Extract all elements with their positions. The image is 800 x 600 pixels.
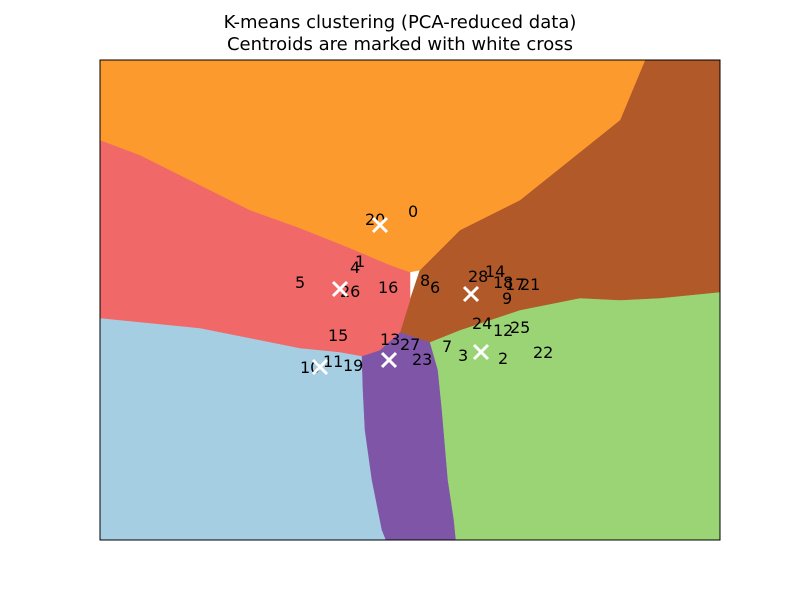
point-label-9: 9 (502, 289, 512, 308)
point-label-12: 12 (493, 321, 513, 340)
point-label-28: 28 (468, 267, 488, 286)
centroid-green (472, 343, 490, 361)
point-label-0: 0 (408, 202, 418, 221)
plot-frame (99, 59, 721, 541)
point-label-6: 6 (430, 278, 440, 297)
point-label-11: 11 (323, 352, 343, 371)
point-label-8: 8 (420, 271, 430, 290)
centroid-purple (380, 351, 398, 369)
point-label-24: 24 (472, 314, 492, 333)
point-label-22: 22 (533, 343, 553, 362)
point-label-1: 1 (355, 252, 365, 271)
centroid-salmon (331, 280, 349, 298)
point-label-17: 17 (505, 275, 525, 294)
region-orange (99, 59, 646, 273)
plot-area: 0201452616862814181721924251273222151327… (99, 59, 721, 541)
point-label-23: 23 (412, 350, 432, 369)
point-label-19: 19 (343, 356, 363, 375)
point-label-16: 16 (378, 278, 398, 297)
point-label-27: 27 (400, 335, 420, 354)
point-label-7: 7 (442, 337, 452, 356)
centroid-brown (462, 285, 480, 303)
point-label-10: 10 (300, 358, 320, 377)
point-label-26: 26 (340, 282, 360, 301)
centroid-lightblue (311, 358, 329, 376)
decision-regions (99, 59, 721, 541)
point-label-25: 25 (510, 318, 530, 337)
point-label-3: 3 (458, 346, 468, 365)
point-label-21: 21 (520, 275, 540, 294)
chart-title-block: K-means clustering (PCA-reduced data) Ce… (0, 12, 800, 56)
point-label-15: 15 (328, 326, 348, 345)
point-label-2: 2 (498, 349, 508, 368)
point-label-14: 14 (485, 262, 505, 281)
chart-subtitle: Centroids are marked with white cross (226, 34, 574, 55)
centroid-markers (311, 216, 490, 376)
point-label-13: 13 (380, 330, 400, 349)
point-label-5: 5 (295, 273, 305, 292)
centroid-orange (371, 216, 389, 234)
point-label-4: 4 (350, 258, 360, 277)
point-labels: 0201452616862814181721924251273222151327… (295, 202, 553, 377)
chart-title: K-means clustering (PCA-reduced data) (223, 12, 577, 33)
point-label-18: 18 (493, 273, 513, 292)
